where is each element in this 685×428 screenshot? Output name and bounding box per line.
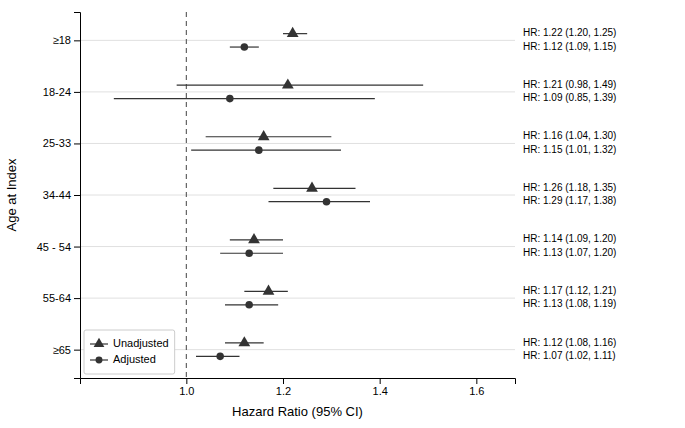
grid-line <box>80 91 515 92</box>
data-label: HR: 1.12 (1.09, 1.15) <box>523 41 616 52</box>
error-bar <box>206 136 332 137</box>
legend: Unadjusted Adjusted <box>84 330 175 374</box>
grid-line <box>80 246 515 247</box>
data-label: HR: 1.12 (1.08, 1.16) <box>523 337 616 348</box>
y-axis-title: Age at Index <box>4 158 19 231</box>
x-axis-line <box>81 379 516 385</box>
y-tick-label: ≥65 <box>53 344 71 356</box>
x-tick: 1.0 <box>179 378 194 397</box>
point <box>245 249 253 257</box>
x-tick-label: 1.2 <box>276 385 291 397</box>
data-label: HR: 1.15 (1.01, 1.32) <box>523 144 616 155</box>
grid-line <box>80 143 515 144</box>
error-bar <box>191 150 341 151</box>
x-axis: 1.0 1.2 1.4 1.6 <box>81 378 516 397</box>
point <box>258 130 270 140</box>
data-label: HR: 1.17 (1.12, 1.21) <box>523 285 616 296</box>
x-tick-label: 1.4 <box>373 385 388 397</box>
data-label: HR: 1.14 (1.09, 1.20) <box>523 233 616 244</box>
point <box>287 27 299 37</box>
y-tick-mark <box>74 298 80 299</box>
data-label: HR: 1.09 (0.85, 1.39) <box>523 92 616 103</box>
y-tick-label: 18-24 <box>43 86 71 98</box>
legend-item: Unadjusted <box>90 337 169 349</box>
y-tick: ≥18 <box>53 34 80 46</box>
plot-area <box>114 12 423 378</box>
y-tick-mark <box>74 40 80 41</box>
chart: 1.0 1.2 1.4 1.6 ≥18 18-24 25-33 34-44 45 - 54 55-… <box>0 0 685 428</box>
data-label: HR: 1.13 (1.08, 1.19) <box>523 298 616 309</box>
y-tick: 55-64 <box>43 292 80 304</box>
data-label: HR: 1.29 (1.17, 1.38) <box>523 195 616 206</box>
point <box>263 285 275 295</box>
y-axis: ≥18 18-24 25-33 34-44 45 - 54 55-64 ≥65 <box>37 13 81 379</box>
x-tick-label: 1.6 <box>469 385 484 397</box>
legend-symbol <box>94 338 105 347</box>
y-tick: 45 - 54 <box>37 241 80 253</box>
reference-line <box>186 12 187 378</box>
legend-box <box>84 330 175 374</box>
data-label: HR: 1.16 (1.04, 1.30) <box>523 130 616 141</box>
y-axis-line <box>74 13 81 379</box>
y-tick: 25-33 <box>43 137 80 149</box>
data-label: HR: 1.22 (1.20, 1.25) <box>523 27 616 38</box>
x-tick: 1.4 <box>373 378 388 397</box>
y-tick: 18-24 <box>43 86 80 98</box>
x-tick-mark <box>186 378 187 384</box>
legend-symbol <box>96 357 103 364</box>
y-tick-mark <box>74 195 80 196</box>
point <box>226 95 234 103</box>
y-tick-label: ≥18 <box>53 34 71 46</box>
y-tick-label: 45 - 54 <box>37 241 71 253</box>
legend-item: Adjusted <box>90 353 156 365</box>
x-tick-label: 1.0 <box>179 385 194 397</box>
legend-label: Unadjusted <box>113 337 169 349</box>
x-tick-mark <box>476 378 477 384</box>
data-label: HR: 1.26 (1.18, 1.35) <box>523 182 616 193</box>
point <box>216 353 224 361</box>
data-label: HR: 1.21 (0.98, 1.49) <box>523 79 616 90</box>
series <box>114 43 375 360</box>
y-tick-label: 25-33 <box>43 137 71 149</box>
point <box>241 43 249 51</box>
data-labels: HR: 1.22 (1.20, 1.25) HR: 1.21 (0.98, 1.4… <box>523 27 616 361</box>
x-tick: 1.2 <box>276 378 291 397</box>
x-tick-mark <box>380 378 381 384</box>
error-bar <box>177 85 423 86</box>
point <box>255 146 263 154</box>
y-tick-label: 34-44 <box>43 189 71 201</box>
y-tick: 34-44 <box>43 189 80 201</box>
y-tick-mark <box>74 92 80 93</box>
y-tick-mark <box>74 247 80 248</box>
error-bar <box>114 98 375 99</box>
x-tick-mark <box>283 378 284 384</box>
series <box>177 27 423 346</box>
x-axis-title: Hazard Ratio (95% CI) <box>232 404 363 419</box>
x-tick: 1.6 <box>469 378 484 397</box>
legend-label: Adjusted <box>113 353 156 365</box>
grid-line <box>80 298 515 299</box>
point <box>245 301 253 309</box>
grid-line <box>80 195 515 196</box>
grid-line <box>80 40 515 41</box>
y-tick-mark <box>74 350 80 351</box>
y-tick: ≥65 <box>53 344 80 356</box>
y-tick-label: 55-64 <box>43 292 71 304</box>
point <box>282 78 294 88</box>
point <box>306 182 318 192</box>
data-label: HR: 1.07 (1.02, 1.11) <box>523 350 616 361</box>
point <box>323 198 331 206</box>
error-bar <box>269 201 371 202</box>
data-label: HR: 1.13 (1.07, 1.20) <box>523 247 616 258</box>
y-tick-mark <box>74 143 80 144</box>
point <box>238 336 250 346</box>
point <box>248 233 260 243</box>
grid <box>80 40 515 349</box>
